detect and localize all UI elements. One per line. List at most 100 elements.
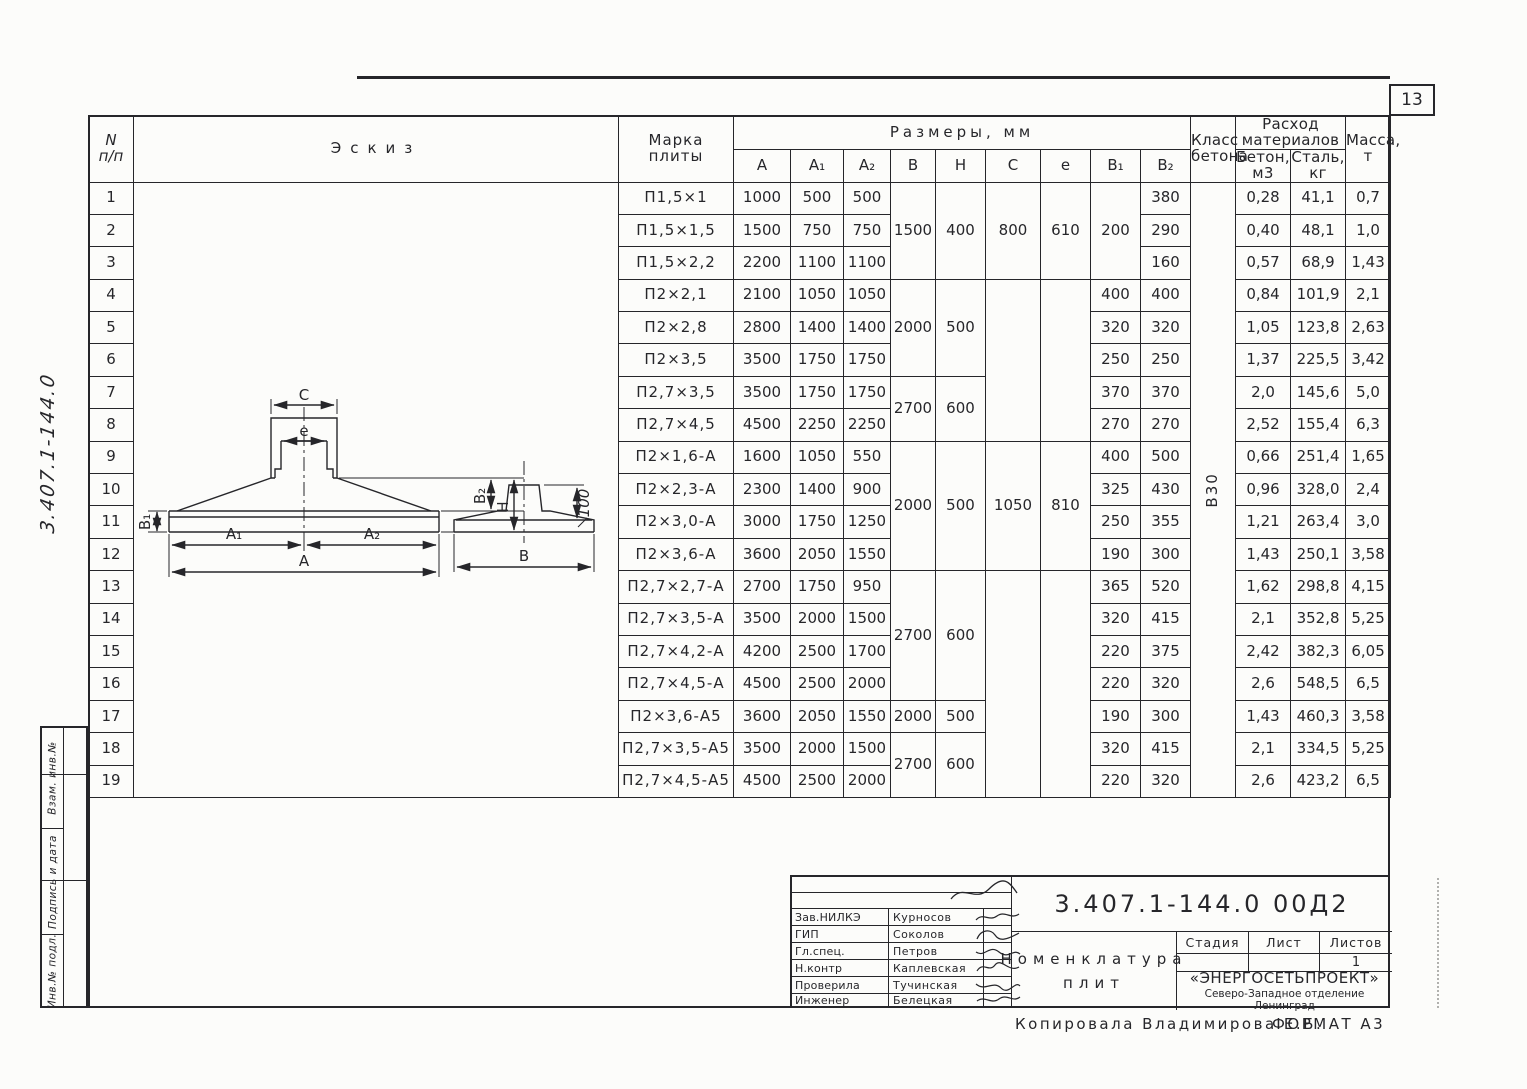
table-row: 10 П2×2,3-А 2300 1400 900 325 430 0,96 3… xyxy=(88,473,1392,507)
cell-steel: 263,4 xyxy=(1290,505,1347,539)
cell-mark: П2,7×4,5 xyxy=(618,408,734,442)
cell-n: 12 xyxy=(88,537,134,572)
cell-a: 3500 xyxy=(733,732,791,766)
cell-n: 17 xyxy=(88,699,134,734)
cell-mass: 1,43 xyxy=(1345,246,1392,280)
cell-b2: 320 xyxy=(1139,311,1192,345)
cell-e-merged xyxy=(1040,570,1091,798)
cell-b2: 160 xyxy=(1139,246,1192,280)
cell-steel: 123,8 xyxy=(1290,311,1347,345)
header-n: N xyxy=(105,131,117,149)
cell-b2: 500 xyxy=(1139,440,1192,475)
cell-concrete: 1,62 xyxy=(1235,570,1292,604)
sig-sign-cell xyxy=(975,960,1019,977)
strip-cell-inv: Инв.№ подл. xyxy=(42,933,64,1008)
cell-a1: 2000 xyxy=(790,732,844,766)
sig-sign-cell xyxy=(976,994,1020,1006)
cell-concrete: 0,96 xyxy=(1235,473,1292,507)
cell-mass: 2,1 xyxy=(1345,278,1392,313)
cell-steel: 41,1 xyxy=(1290,181,1347,215)
cell-a: 2200 xyxy=(733,246,791,280)
cell-b1: 370 xyxy=(1090,375,1141,410)
sketch-front-labels: С е В₂ Н В₁ А₁ А₂ А xyxy=(136,386,512,570)
cell-a1: 1750 xyxy=(790,375,844,410)
cell-n: 1 xyxy=(88,181,134,215)
cell-mass: 0,7 xyxy=(1345,181,1392,215)
strip-divider xyxy=(42,880,86,881)
sheets-value: 1 xyxy=(1320,954,1392,972)
cell-mass: 3,42 xyxy=(1345,343,1392,377)
cell-b2: 400 xyxy=(1139,278,1192,313)
plate-sketch: С е В₂ Н В₁ А₁ А₂ А xyxy=(136,386,595,577)
sketch-side-labels: В 100 xyxy=(519,488,593,564)
cell-a: 1000 xyxy=(733,181,791,215)
cell-concrete: 2,1 xyxy=(1235,602,1292,636)
cell-n: 15 xyxy=(88,634,134,669)
table-row: 3 П1,5×2,2 2200 1100 1100 160 0,57 68,9 … xyxy=(88,246,1392,280)
sketch-side-view xyxy=(453,460,595,572)
table-row: 19 П2,7×4,5-А5 4500 2500 2000 220 320 2,… xyxy=(88,764,1392,798)
margin-doc-number-text: 3.407.1-144.0 xyxy=(37,371,59,535)
cell-steel: 328,0 xyxy=(1290,473,1347,507)
cell-steel: 68,9 xyxy=(1290,246,1347,280)
cell-b2: 415 xyxy=(1139,732,1192,766)
drawing-title-line1: Номенклатура xyxy=(1000,950,1188,968)
dim-label-a: А xyxy=(299,552,310,570)
cell-n: 3 xyxy=(88,246,134,280)
cell-concrete: 0,84 xyxy=(1235,278,1292,313)
cell-a2: 1400 xyxy=(843,311,891,345)
cell-steel: 548,5 xyxy=(1290,667,1347,701)
cell-b1: 320 xyxy=(1090,311,1141,345)
cell-a2: 550 xyxy=(843,440,891,475)
cell-mass: 4,15 xyxy=(1345,570,1392,604)
cell-b2: 520 xyxy=(1139,570,1192,604)
cell-steel: 334,5 xyxy=(1290,732,1347,766)
header-class-2: бетона xyxy=(1191,146,1249,165)
main-table: N п/п Эскиз Марка плиты Размеры, мм Клас… xyxy=(88,115,1400,798)
cell-steel: 155,4 xyxy=(1290,408,1347,442)
page-number: 13 xyxy=(1401,90,1423,110)
cell-a2: 2000 xyxy=(843,764,891,798)
cell-b2: 300 xyxy=(1139,537,1192,572)
header-mark: Марка плиты xyxy=(618,115,734,183)
cell-e-merged: 610 xyxy=(1040,181,1091,280)
signature xyxy=(975,962,1019,972)
cell-n: 13 xyxy=(88,570,134,604)
concrete-class-value: В30 xyxy=(1203,472,1222,508)
cell-mass: 3,58 xyxy=(1345,699,1392,734)
cell-steel: 48,1 xyxy=(1290,213,1347,248)
cell-a1: 1750 xyxy=(790,505,844,539)
cell-steel: 251,4 xyxy=(1290,440,1347,475)
cell-steel: 101,9 xyxy=(1290,278,1347,313)
title-block: Зав.НИЛКЭ Курносов ГИП Соколов Гл.спец. … xyxy=(790,875,1392,1012)
cell-a2: 1550 xyxy=(843,537,891,572)
cell-a2: 950 xyxy=(843,570,891,604)
strip-label: Подпись и дата xyxy=(46,834,59,929)
sig-name: Тучинская xyxy=(889,977,984,994)
cell-concrete: 1,05 xyxy=(1235,311,1292,345)
header-mark-1: Марка xyxy=(648,131,704,149)
cell-a1: 500 xyxy=(790,181,844,215)
cell-mark: П2,7×4,5-А5 xyxy=(618,764,734,798)
cell-a: 3000 xyxy=(733,505,791,539)
cell-concrete: 2,42 xyxy=(1235,634,1292,669)
sig-sign-cell xyxy=(975,977,1020,994)
cell-mass: 6,3 xyxy=(1345,408,1392,442)
signature xyxy=(975,930,1019,940)
signature xyxy=(975,983,1020,991)
header-pp: п/п xyxy=(98,146,124,165)
cell-b1: 325 xyxy=(1090,473,1141,507)
sheet-label: Лист xyxy=(1249,932,1320,954)
cell-mass: 1,65 xyxy=(1345,440,1392,475)
cell-steel: 460,3 xyxy=(1290,699,1347,734)
signature xyxy=(975,913,1019,921)
signature xyxy=(975,948,1020,956)
cell-a: 1600 xyxy=(733,440,791,475)
sig-role: Н.контр xyxy=(792,960,889,977)
cell-n: 2 xyxy=(88,213,134,248)
cell-n: 19 xyxy=(88,764,134,798)
cell-b1-merged: 200 xyxy=(1090,181,1141,280)
cell-c-merged xyxy=(985,570,1041,798)
copied-by-note: Копировала Владимирова Е.Б. xyxy=(1015,1015,1324,1033)
header-sizes: Размеры, мм xyxy=(732,115,1192,150)
